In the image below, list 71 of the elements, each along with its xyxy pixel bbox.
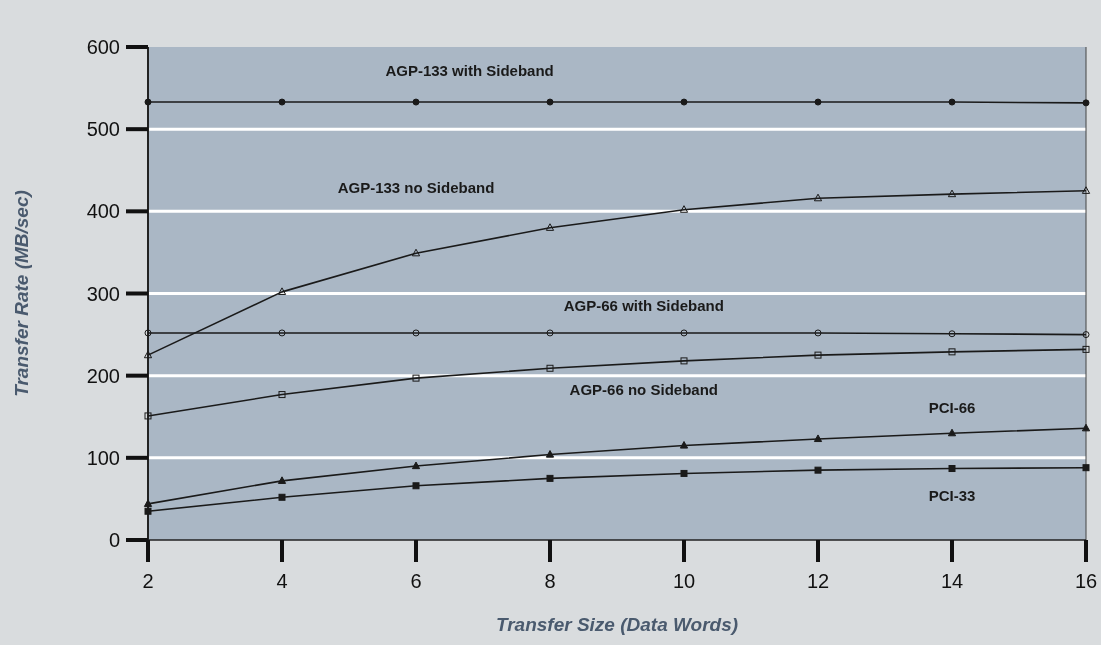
y-tick-label: 300 — [86, 282, 120, 305]
y-tick-label: 100 — [86, 446, 120, 469]
point — [144, 412, 152, 420]
x-tick-label: 8 — [544, 570, 556, 592]
point — [680, 329, 688, 337]
text: AGP-133 no Sideband — [337, 179, 495, 197]
series-label: AGP-66 no Sideband — [569, 381, 718, 399]
point — [278, 493, 286, 501]
point — [813, 193, 823, 202]
x-tick-label: 2 — [142, 570, 154, 592]
point — [278, 329, 286, 337]
series-label: AGP-66 with Sideband — [563, 296, 724, 314]
point — [813, 434, 823, 443]
point — [814, 466, 822, 474]
point — [814, 98, 822, 106]
point — [1081, 186, 1091, 194]
x-tick-label: 10 — [672, 570, 696, 592]
point — [1082, 345, 1090, 353]
point — [144, 329, 152, 337]
x-tick-label: 6 — [410, 570, 422, 592]
point — [144, 98, 152, 106]
series-label: PCI-33 — [928, 486, 976, 504]
x-tick-label: 4 — [276, 570, 288, 592]
point — [144, 507, 152, 515]
point — [277, 287, 287, 295]
point — [546, 98, 554, 106]
point — [947, 428, 957, 437]
point — [680, 469, 688, 477]
series-label: PCI-66 — [928, 399, 976, 417]
point — [948, 98, 956, 106]
point — [1081, 423, 1091, 432]
point — [545, 450, 555, 458]
point — [948, 465, 956, 473]
point — [1082, 464, 1090, 472]
point — [278, 391, 286, 399]
point — [546, 329, 554, 337]
point — [680, 98, 688, 106]
point — [680, 357, 688, 365]
point — [277, 476, 287, 484]
y-tick-label: 200 — [86, 364, 120, 387]
point — [411, 248, 421, 257]
x-axis-title: Transfer Size (Data Words) — [495, 614, 739, 635]
point — [679, 441, 689, 449]
y-tick-label: 0 — [108, 529, 120, 551]
point — [412, 482, 420, 490]
point — [948, 330, 956, 338]
point — [412, 374, 420, 382]
point — [1082, 99, 1090, 107]
point — [411, 461, 421, 470]
point — [278, 98, 286, 106]
y-tick-label: 600 — [86, 36, 120, 58]
point — [412, 98, 420, 106]
x-tick-label: 12 — [806, 570, 830, 592]
series-label: AGP-133 with Sideband — [385, 62, 554, 80]
point — [546, 474, 554, 482]
point — [948, 348, 956, 356]
point — [814, 351, 822, 359]
point — [679, 205, 689, 213]
point — [412, 329, 420, 337]
x-tick-label: 16 — [1074, 570, 1098, 592]
y-axis-title: Transfer Rate (MB/sec) — [11, 190, 32, 397]
point — [546, 364, 554, 372]
point — [814, 329, 822, 337]
point — [1082, 331, 1090, 339]
y-tick-label: 500 — [86, 118, 120, 141]
y-tick-label: 400 — [86, 200, 120, 223]
point — [947, 189, 957, 198]
x-tick-label: 14 — [940, 570, 964, 592]
point — [143, 350, 153, 359]
point — [143, 499, 153, 507]
point — [545, 223, 555, 231]
